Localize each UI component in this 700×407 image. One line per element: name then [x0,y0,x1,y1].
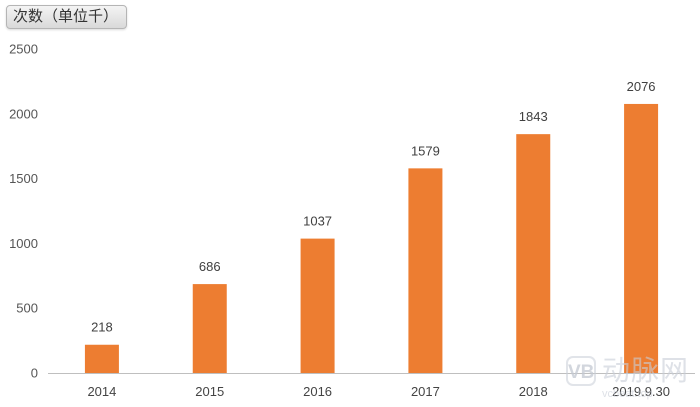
y-tick-label: 500 [16,301,38,316]
bar [84,344,119,373]
data-label: 686 [199,259,221,274]
watermark-text: 动脉网 [602,355,690,386]
data-label: 218 [91,320,113,335]
x-tick-label: 2015 [195,384,224,399]
bar [624,103,659,373]
x-axis-labels: 2014 2015 2016 2017 2018 2019.9.30 [87,384,670,399]
watermark-url: vcbeat.top [602,388,653,400]
y-tick-label: 0 [31,366,38,381]
bar [408,168,443,373]
x-tick-label: 2016 [303,384,332,399]
y-axis-ticks: 0 500 1000 1500 2000 2500 [9,42,38,381]
data-label: 1579 [411,143,440,158]
bar [300,238,335,373]
x-tick-label: 2019.9.30 [612,384,670,399]
x-tick-label: 2017 [411,384,440,399]
y-tick-label: 2500 [9,42,38,57]
y-tick-label: 2000 [9,106,38,121]
unit-label-badge: 次数（单位千） [6,5,128,29]
bar [516,134,551,373]
bar [192,284,227,373]
x-tick-label: 2014 [87,384,116,399]
data-label: 1037 [303,214,332,229]
data-labels: 218 686 1037 1579 1843 2076 [91,79,655,335]
data-label: 1843 [519,109,548,124]
bar-series [84,103,659,373]
watermark-logo-icon: VB [566,356,596,386]
data-label: 2076 [627,79,656,94]
y-tick-label: 1000 [9,236,38,251]
x-tick-label: 2018 [519,384,548,399]
y-tick-label: 1500 [9,171,38,186]
